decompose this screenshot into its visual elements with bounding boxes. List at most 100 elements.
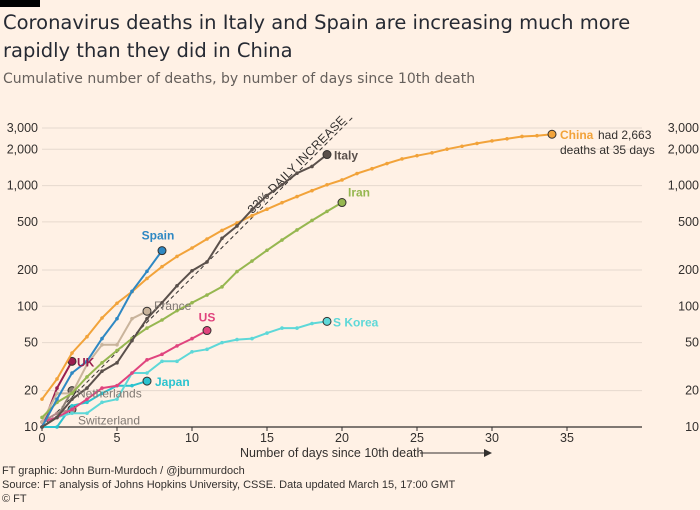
end-marker-iran xyxy=(337,198,347,208)
data-point-china xyxy=(355,171,359,176)
data-point-s-korea xyxy=(265,331,269,335)
footer: FT graphic: John Burn-Murdoch / @jburnmu… xyxy=(2,464,455,506)
data-point-china xyxy=(445,147,449,151)
data-point-iran xyxy=(220,285,224,289)
data-point-us xyxy=(70,407,74,412)
series-line-italy xyxy=(41,153,328,428)
data-point-iran xyxy=(70,391,74,396)
chart-subtitle: Cumulative number of deaths, by number o… xyxy=(3,71,476,87)
series-label-us: US xyxy=(199,311,216,325)
series-label-s-korea: S Korea xyxy=(333,315,379,329)
data-point-italy xyxy=(295,171,299,176)
y-tick-label-right: 2,000 xyxy=(668,142,699,156)
data-point-s-korea xyxy=(295,326,299,330)
y-tick-label-right: 1,000 xyxy=(668,179,699,193)
data-point-us xyxy=(160,352,164,357)
data-point-france xyxy=(100,342,104,347)
x-tick-label: 10 xyxy=(185,431,199,445)
data-point-s-korea xyxy=(100,400,104,405)
data-point-china xyxy=(190,246,194,250)
data-point-iran xyxy=(295,228,299,232)
y-tick-label-left: 3,000 xyxy=(7,121,38,135)
series-line-japan xyxy=(42,380,148,428)
data-point-s-korea xyxy=(235,337,239,342)
data-point-italy xyxy=(310,164,314,169)
data-point-spain xyxy=(130,289,134,294)
data-point-china xyxy=(85,334,89,339)
end-marker-france xyxy=(142,306,152,316)
chart-title: Coronavirus deaths in Italy and Spain ar… xyxy=(3,11,631,62)
x-tick-label: 35 xyxy=(560,431,574,445)
data-point-china xyxy=(400,157,404,161)
data-point-iran xyxy=(325,209,329,214)
x-axis-label: Number of days since 10th death xyxy=(240,446,423,460)
data-point-china xyxy=(325,182,329,187)
data-point-iran xyxy=(175,308,179,313)
data-point-iran xyxy=(100,361,104,365)
series-label-italy: Italy xyxy=(334,149,358,163)
data-point-iran xyxy=(250,259,254,263)
data-point-france xyxy=(130,316,134,321)
data-point-italy xyxy=(85,386,89,390)
y-tick-label-right: 20 xyxy=(685,384,699,398)
data-point-japan xyxy=(70,403,74,408)
data-point-iran xyxy=(235,269,239,274)
y-tick-label-right: 200 xyxy=(678,263,699,277)
data-point-china xyxy=(490,139,494,143)
y-tick-label-left: 500 xyxy=(17,215,38,229)
y-tick-label-right: 10 xyxy=(685,420,699,434)
footer-credit: FT graphic: John Burn-Murdoch / @jburnmu… xyxy=(2,465,245,477)
data-point-italy xyxy=(130,338,134,343)
data-point-s-korea xyxy=(310,321,314,326)
data-point-iran xyxy=(115,348,119,353)
data-point-china xyxy=(280,200,284,205)
x-tick-label: 0 xyxy=(39,431,46,445)
data-point-china xyxy=(415,153,419,158)
data-point-s-korea xyxy=(250,336,254,341)
data-point-italy xyxy=(160,300,164,305)
data-point-china xyxy=(295,194,299,199)
y-tick-label-right: 3,000 xyxy=(668,121,699,135)
data-point-us xyxy=(115,383,119,388)
y-tick-label-left: 1,000 xyxy=(7,179,38,193)
data-point-france xyxy=(115,342,119,347)
data-point-iran xyxy=(280,238,284,242)
ft-brand-bar xyxy=(0,0,40,7)
data-point-italy xyxy=(55,415,59,420)
data-point-france xyxy=(40,420,44,424)
data-point-iran xyxy=(160,318,164,322)
data-point-us xyxy=(190,336,194,341)
series-label-japan: Japan xyxy=(155,375,190,389)
data-point-iran xyxy=(145,326,149,330)
data-point-china xyxy=(460,144,464,149)
y-tick-label-left: 10 xyxy=(24,420,38,434)
y-tick-label-right: 500 xyxy=(678,215,699,229)
series-line-us xyxy=(41,329,208,423)
data-point-iran xyxy=(190,300,194,305)
data-point-china xyxy=(265,207,269,212)
data-point-iran xyxy=(40,415,44,420)
data-point-italy xyxy=(115,361,119,365)
x-axis-arrow-head xyxy=(484,449,492,457)
data-point-china xyxy=(220,228,224,233)
data-point-us xyxy=(130,371,134,375)
data-point-s-korea xyxy=(280,326,284,330)
data-point-us xyxy=(85,397,89,401)
data-point-italy xyxy=(250,207,254,212)
data-point-japan xyxy=(100,391,104,396)
y-tick-label-right: 50 xyxy=(685,336,699,350)
data-point-spain xyxy=(100,336,104,341)
data-point-japan xyxy=(130,383,134,388)
data-point-italy xyxy=(265,193,269,198)
data-point-s-korea xyxy=(205,347,209,352)
data-point-iran xyxy=(265,248,269,253)
end-marker-china xyxy=(547,129,557,139)
data-point-iran xyxy=(85,375,89,379)
data-point-china xyxy=(535,133,539,138)
x-tick-label: 15 xyxy=(260,431,274,445)
y-tick-label-left: 200 xyxy=(17,263,38,277)
data-point-china xyxy=(475,141,479,146)
series-label-netherlands: Netherlands xyxy=(77,387,142,401)
y-tick-label-right: 100 xyxy=(678,299,699,313)
data-point-iran xyxy=(310,218,314,223)
